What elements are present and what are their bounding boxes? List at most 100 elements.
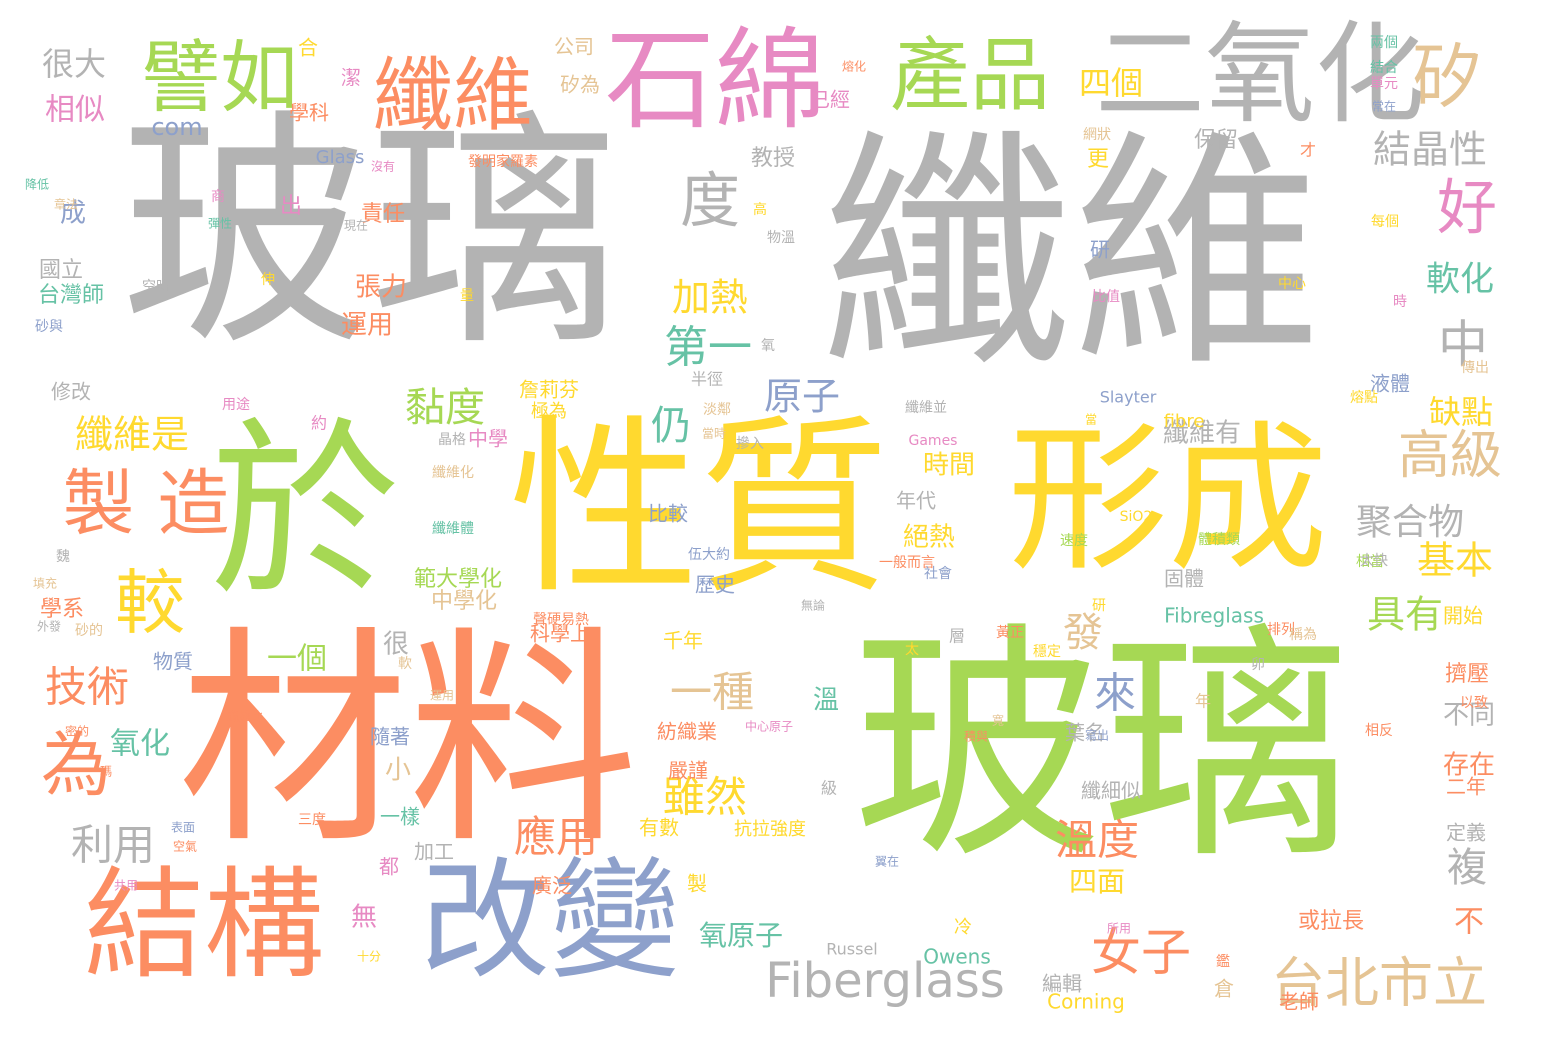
word-cloud-word: Slayter — [1100, 388, 1157, 407]
word-cloud-word: 傳出 — [1461, 360, 1489, 376]
word-cloud-word: 層 — [949, 627, 965, 646]
word-cloud-word: 商 — [211, 189, 225, 205]
word-cloud-word: 相反 — [1365, 723, 1393, 739]
word-cloud-word: 以致 — [1460, 695, 1488, 711]
word-cloud-word: 不 — [1454, 905, 1484, 940]
word-cloud-word: 中心原子 — [745, 719, 793, 734]
word-cloud-word: 晶格 — [438, 432, 466, 448]
word-cloud-word: 張力 — [355, 273, 407, 303]
word-cloud-word: 小 — [385, 756, 411, 786]
word-cloud-word: 廣泛 — [532, 874, 572, 898]
word-cloud-word: 級 — [821, 779, 837, 798]
word-cloud-word: 研 — [1090, 238, 1110, 262]
word-cloud-word: 有數 — [639, 816, 679, 840]
word-cloud-word: 寬 — [992, 713, 1004, 728]
word-cloud-word: 纖維化 — [432, 465, 474, 481]
word-cloud-word: 複 — [1447, 845, 1487, 891]
word-cloud-word: 製 造 — [63, 462, 230, 546]
word-cloud-word: 降低 — [25, 178, 49, 192]
word-cloud-word: 翼在 — [875, 855, 899, 869]
word-cloud-word: 倉 — [1214, 977, 1234, 1001]
word-cloud-word: 軟化 — [1426, 260, 1494, 300]
word-cloud-word: 雖然 — [663, 773, 747, 822]
word-cloud-word: 中 — [1438, 316, 1488, 374]
word-cloud-word: 冷 — [954, 917, 972, 938]
word-cloud-word: 卯 — [1251, 657, 1265, 673]
word-cloud-word: 不同 — [1443, 701, 1495, 731]
word-cloud-word: 二年 — [1446, 775, 1486, 799]
word-cloud-word: 具有 — [1367, 593, 1443, 637]
word-cloud-word: 彈性 — [208, 217, 232, 231]
word-cloud-word: 千年 — [663, 629, 703, 653]
word-cloud-word: 排列 — [1267, 622, 1295, 638]
word-cloud-word: 四個 — [1079, 64, 1143, 102]
word-cloud-word: 填充 — [33, 576, 57, 591]
word-cloud-word: 詹莉芬 — [519, 378, 579, 402]
word-cloud-word: 聚合物 — [1356, 502, 1464, 543]
word-cloud-word: 抗拉強度 — [734, 819, 806, 840]
word-cloud-word: 石綿 — [605, 16, 825, 144]
word-cloud-word: 比值 — [1092, 289, 1120, 305]
word-cloud-word: 玻璃 — [120, 88, 620, 379]
word-cloud-word: 氧 — [761, 338, 775, 354]
word-cloud-word: 責任 — [361, 202, 405, 227]
word-cloud-word: 定義 — [1446, 821, 1486, 845]
word-cloud-word: 現在 — [344, 219, 368, 233]
word-cloud-word: 結構 — [84, 857, 324, 996]
word-cloud-word: 無 — [351, 903, 377, 933]
word-cloud-word: 二氧化 — [1095, 10, 1425, 138]
word-cloud-word: 穩定 — [1033, 644, 1061, 660]
word-cloud-word: 單元 — [1370, 76, 1398, 92]
word-cloud-word: 應用 — [514, 813, 598, 862]
word-cloud-word: 為 — [41, 724, 111, 806]
word-cloud-word: 編輯 — [1042, 972, 1082, 996]
word-cloud-word: 基本 — [1417, 539, 1493, 583]
word-cloud-word: 魏 — [56, 549, 70, 565]
word-cloud-word: 時間 — [923, 451, 975, 481]
word-cloud-word: 研 — [1092, 598, 1106, 614]
word-cloud-word: 約 — [311, 414, 327, 433]
word-cloud-word: 兩個 — [1370, 35, 1398, 51]
word-cloud-word: 中學 — [468, 427, 508, 451]
word-cloud-word: 纖維有 — [1163, 419, 1241, 449]
word-cloud-word: 台北市立 — [1271, 952, 1487, 1015]
word-cloud-word: 溫度 — [1055, 816, 1139, 865]
word-cloud-word: 學科 — [289, 101, 329, 125]
word-cloud-word: 加工 — [414, 840, 454, 864]
word-cloud-word: 每個 — [1371, 214, 1399, 230]
word-cloud-word: 纖維 — [822, 108, 1322, 399]
word-cloud-word: 比較 — [648, 502, 688, 526]
word-cloud-word: 產品 — [890, 29, 1050, 122]
word-cloud-word: 速度 — [1060, 533, 1088, 549]
word-cloud-word: 摻入 — [736, 436, 764, 452]
word-cloud-word: 學系 — [40, 597, 84, 622]
word-cloud-word: 運用 — [341, 311, 393, 341]
word-cloud-word: 物溫 — [767, 230, 795, 246]
word-cloud-word: 纖維體 — [432, 521, 474, 537]
word-cloud-word: 沒有 — [371, 160, 395, 174]
word-cloud-word: 修改 — [51, 380, 91, 404]
word-cloud-word: 氧化 — [110, 727, 170, 762]
word-cloud-word: 熔化 — [842, 59, 866, 74]
word-cloud-word: Glass — [316, 147, 365, 168]
word-cloud-word: 更 — [1087, 147, 1109, 172]
word-cloud-word: 溫 — [813, 686, 839, 716]
word-cloud-word: 矽為 — [560, 73, 600, 97]
word-cloud-word: 譬如 — [142, 33, 298, 123]
word-cloud-word: 保留 — [1194, 128, 1238, 153]
word-cloud-word: 合 — [298, 36, 318, 60]
word-cloud-word: 教授 — [751, 146, 795, 171]
word-cloud-word: 三度 — [298, 812, 326, 828]
word-cloud-word: 年 — [1195, 692, 1211, 711]
word-cloud-word: 原子 — [764, 375, 840, 419]
word-cloud-word: 利用 — [71, 821, 155, 870]
word-cloud-word: 加熱 — [672, 276, 748, 320]
word-cloud-word: 軟 — [398, 656, 412, 672]
word-cloud-word: 一個 — [267, 642, 327, 677]
word-cloud-word: 擠壓 — [1445, 662, 1489, 687]
word-cloud-word: 改變 — [420, 845, 680, 997]
word-cloud-word: 較 — [115, 562, 185, 644]
word-cloud-word: 成 — [60, 199, 86, 229]
